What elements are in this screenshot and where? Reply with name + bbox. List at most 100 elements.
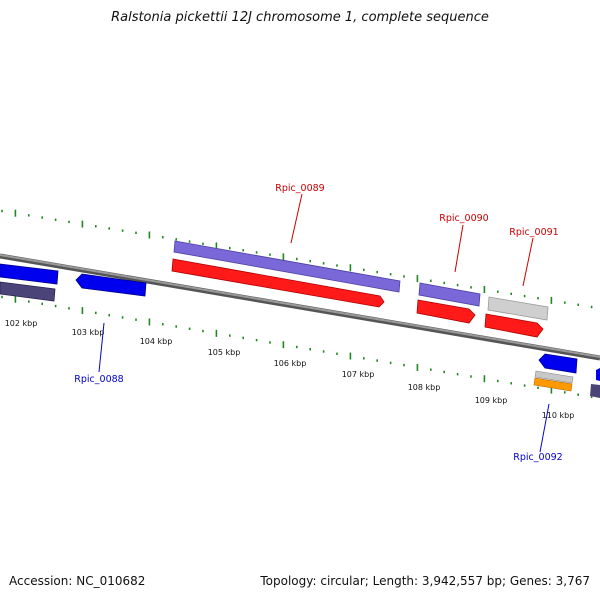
inner-track-mark	[135, 318, 137, 321]
outer-track-mark	[470, 286, 472, 289]
feature-rpic-0089[interactable]	[171, 240, 401, 308]
outer-track-mark	[68, 220, 70, 224]
inner-track-mark	[54, 304, 57, 308]
inner-dotted-track	[1, 295, 593, 399]
outer-track-mark	[349, 264, 352, 272]
cds-arrow-rpic-0089	[171, 258, 385, 308]
outer-track-mark	[403, 275, 405, 278]
cds-arrow-rpic-0090	[416, 299, 476, 324]
outer-track-mark	[162, 235, 164, 239]
outer-track-mark	[148, 231, 151, 239]
inner-track-mark	[309, 348, 311, 351]
outer-track-mark	[282, 253, 285, 261]
inner-track-mark	[443, 370, 445, 374]
inner-track-mark	[564, 391, 566, 394]
gene-bar-rpic-0090	[418, 282, 481, 307]
inner-track-mark	[148, 318, 151, 326]
outer-track-mark	[376, 270, 378, 274]
outer-track-mark	[537, 297, 539, 300]
inner-track-mark	[95, 311, 97, 315]
outer-track-mark	[309, 259, 311, 263]
outer-track-mark	[121, 229, 124, 232]
outer-track-mark	[215, 242, 218, 250]
inner-track-mark	[523, 384, 526, 387]
feature-rpic-0088[interactable]	[75, 273, 147, 297]
gene-label-rpic-0092[interactable]: Rpic_0092	[513, 452, 562, 463]
outer-track-mark	[296, 257, 298, 261]
outer-track-mark	[95, 225, 97, 228]
outer-track-mark	[564, 301, 566, 304]
tick-label-109kbp: 109 kbp	[475, 396, 508, 405]
inner-track-mark	[403, 363, 405, 367]
outer-track-mark	[443, 281, 445, 285]
feature-right-partial[interactable]	[590, 368, 600, 398]
summary-text: Topology: circular; Length: 3,942,557 bp…	[260, 574, 590, 588]
outer-track-mark	[430, 279, 432, 282]
outer-track-mark	[363, 268, 365, 272]
cds-arrow-left	[0, 263, 59, 285]
tick-label-106kbp: 106 kbp	[274, 359, 307, 368]
outer-track-mark	[81, 220, 84, 228]
outer-track-mark	[135, 231, 137, 235]
feature-left-partial[interactable]	[0, 263, 59, 302]
cds-arrow-right	[596, 368, 600, 381]
inner-track-mark	[550, 386, 553, 394]
outer-track-mark	[255, 251, 258, 254]
inner-track-mark	[1, 295, 3, 299]
inner-track-mark	[81, 307, 84, 315]
leader-rpic-0091	[522, 237, 534, 287]
inner-track-mark	[215, 329, 218, 337]
inner-track-mark	[430, 368, 432, 371]
tick-label-103kbp: 103 kbp	[72, 328, 105, 337]
inner-track-mark	[28, 300, 30, 303]
inner-track-mark	[389, 361, 392, 365]
cds-arrow-rpic-0092	[538, 353, 578, 374]
gene-label-rpic-0090[interactable]: Rpic_0090	[439, 213, 488, 224]
gene-label-rpic-0091[interactable]: Rpic_0091	[509, 227, 558, 238]
inner-track-mark	[188, 327, 191, 330]
outer-track-mark	[202, 242, 204, 245]
rna-bar-rpic-0092	[533, 377, 573, 392]
gene-label-rpic-0089[interactable]: Rpic_0089	[275, 183, 324, 194]
cds-arrow-rpic-0091	[484, 313, 544, 338]
outer-dotted-track	[1, 209, 593, 309]
leader-rpic-0089	[290, 193, 303, 244]
outer-track-mark	[188, 240, 191, 243]
leader-rpic-0090	[454, 224, 464, 273]
inner-track-mark	[255, 338, 258, 342]
inner-track-mark	[363, 357, 365, 360]
feature-rpic-0090[interactable]	[416, 282, 481, 324]
outer-track-mark	[242, 249, 244, 252]
outer-track-mark	[416, 275, 419, 283]
outer-track-mark	[14, 209, 17, 217]
outer-track-mark	[483, 286, 486, 294]
outer-track-mark	[269, 253, 271, 256]
inner-track-mark	[108, 313, 110, 317]
gene-label-rpic-0088[interactable]: Rpic_0088	[74, 374, 123, 385]
outer-track-mark	[54, 218, 57, 221]
inner-track-mark	[322, 350, 325, 353]
gene-bar-left	[0, 281, 56, 302]
outer-track-mark	[175, 238, 177, 241]
inner-track-mark	[68, 307, 70, 310]
pseudo-bar-rpic-0092	[534, 370, 574, 384]
feature-rpic-0091[interactable]	[484, 296, 549, 338]
outer-track-mark	[590, 305, 593, 309]
inner-track-mark	[41, 302, 43, 306]
inner-track-mark	[416, 363, 419, 371]
tick-label-107kbp: 107 kbp	[342, 370, 375, 379]
inner-track-mark	[121, 316, 124, 319]
accession-text: Accession: NC_010682	[9, 574, 146, 588]
outer-track-mark	[229, 246, 231, 250]
feature-rpic-0092[interactable]	[533, 353, 578, 392]
outer-track-mark	[336, 264, 338, 267]
outer-track-mark	[497, 290, 499, 293]
outer-track-mark	[577, 303, 579, 306]
outer-track-mark	[322, 262, 325, 265]
outer-track-mark	[28, 214, 30, 217]
map-title: Ralstonia pickettii 12J chromosome 1, co…	[111, 10, 489, 25]
inner-track-mark	[376, 359, 378, 362]
outer-track-mark	[550, 296, 553, 304]
inner-track-mark	[590, 395, 593, 399]
